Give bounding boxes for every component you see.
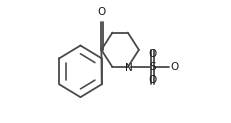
Text: O: O xyxy=(148,76,157,85)
Text: N: N xyxy=(125,63,133,73)
Text: O: O xyxy=(171,62,179,72)
Text: S: S xyxy=(149,62,156,72)
Text: O: O xyxy=(148,49,157,59)
Text: O: O xyxy=(97,7,106,17)
